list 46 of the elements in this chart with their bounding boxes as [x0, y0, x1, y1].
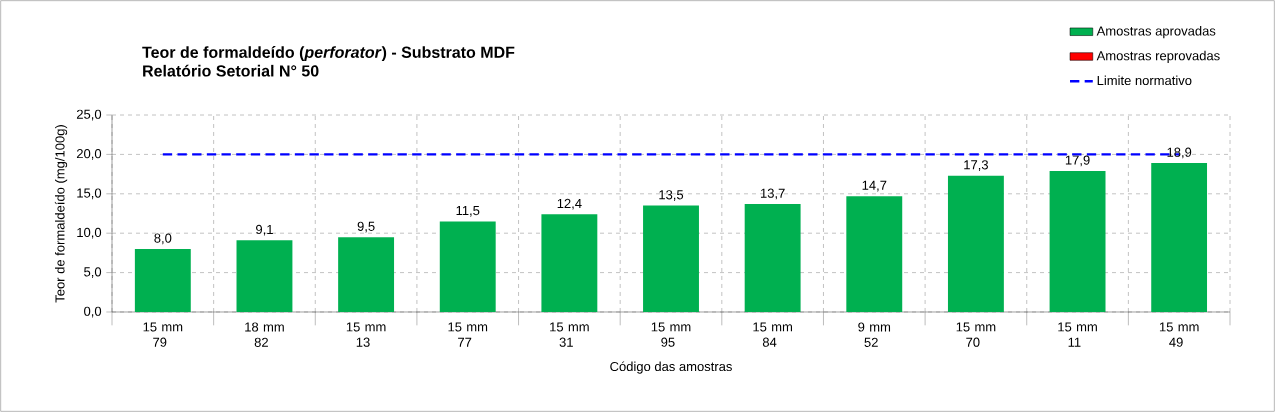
data-label: 12,4: [557, 198, 582, 210]
y-tick-label: 25,0: [76, 109, 102, 121]
x-tick-label: 15 mm 13: [346, 322, 386, 347]
x-tick-label: 9 mm 52: [858, 322, 891, 347]
x-tick-label: 15 mm 84: [753, 322, 793, 347]
bar: [134, 248, 191, 312]
data-label: 9,5: [357, 221, 375, 233]
y-axis-title: Teor de formaldeído (mg/100g): [54, 125, 68, 303]
data-label: 14,7: [862, 180, 887, 192]
legend-label: Amostras aprovadas: [1096, 26, 1216, 39]
bar: [1151, 163, 1208, 312]
chart-title: Teor de formaldeído (perforator) - Substrato MDF: [142, 46, 515, 62]
bar: [541, 214, 598, 312]
bar: [236, 240, 293, 312]
data-label: 9,1: [256, 224, 273, 236]
data-label: 11,5: [456, 206, 480, 217]
bar: [744, 204, 801, 312]
x-tick-label: 18 mm 82: [245, 322, 284, 347]
y-tick-label: 20,0: [76, 149, 102, 160]
x-tick-label: 15 mm 95: [651, 322, 691, 347]
bar: [1049, 170, 1106, 312]
data-label: 18,9: [1167, 147, 1192, 159]
x-tick-label: 15 mm 11: [1058, 322, 1097, 347]
y-tick-label: 10,0: [77, 227, 102, 239]
legend-label: Amostras reprovadas: [1096, 50, 1220, 63]
x-tick-label: 15 mm 77: [448, 322, 488, 347]
data-label: 17,9: [1065, 155, 1090, 167]
bar: [338, 237, 395, 312]
y-tick-label: 15,0: [77, 188, 102, 200]
x-tick-label: 15 mm 79: [143, 322, 183, 347]
data-label: 8,0: [154, 233, 172, 245]
bar: [846, 196, 903, 312]
data-label: 13,5: [659, 190, 684, 201]
x-tick-label: 15 mm 49: [1159, 322, 1199, 347]
legend-label: Limite normativo: [1097, 75, 1192, 86]
bar: [947, 175, 1004, 312]
data-label: 17,3: [964, 160, 988, 171]
chart-subtitle: Relatório Setorial N° 50: [143, 64, 319, 77]
x-tick-label: 15 mm 31: [550, 322, 589, 347]
x-axis-title: Código das amostras: [610, 361, 732, 374]
bar: [643, 205, 699, 312]
data-label: 13,7: [760, 188, 785, 200]
bar: [439, 221, 496, 312]
x-tick-label: 15 mm 70: [956, 322, 996, 347]
y-tick-label: 0,0: [84, 306, 102, 318]
y-tick-label: 5,0: [84, 267, 102, 278]
